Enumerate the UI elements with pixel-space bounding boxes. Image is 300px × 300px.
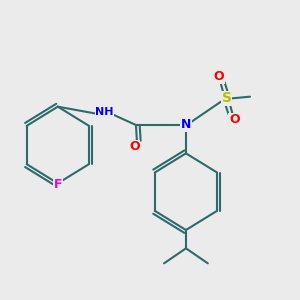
Text: S: S xyxy=(222,91,232,105)
Text: F: F xyxy=(54,178,62,191)
Text: N: N xyxy=(181,118,191,131)
Text: O: O xyxy=(229,113,240,127)
Text: NH: NH xyxy=(95,107,114,117)
Text: O: O xyxy=(129,140,140,153)
Text: O: O xyxy=(213,70,224,83)
